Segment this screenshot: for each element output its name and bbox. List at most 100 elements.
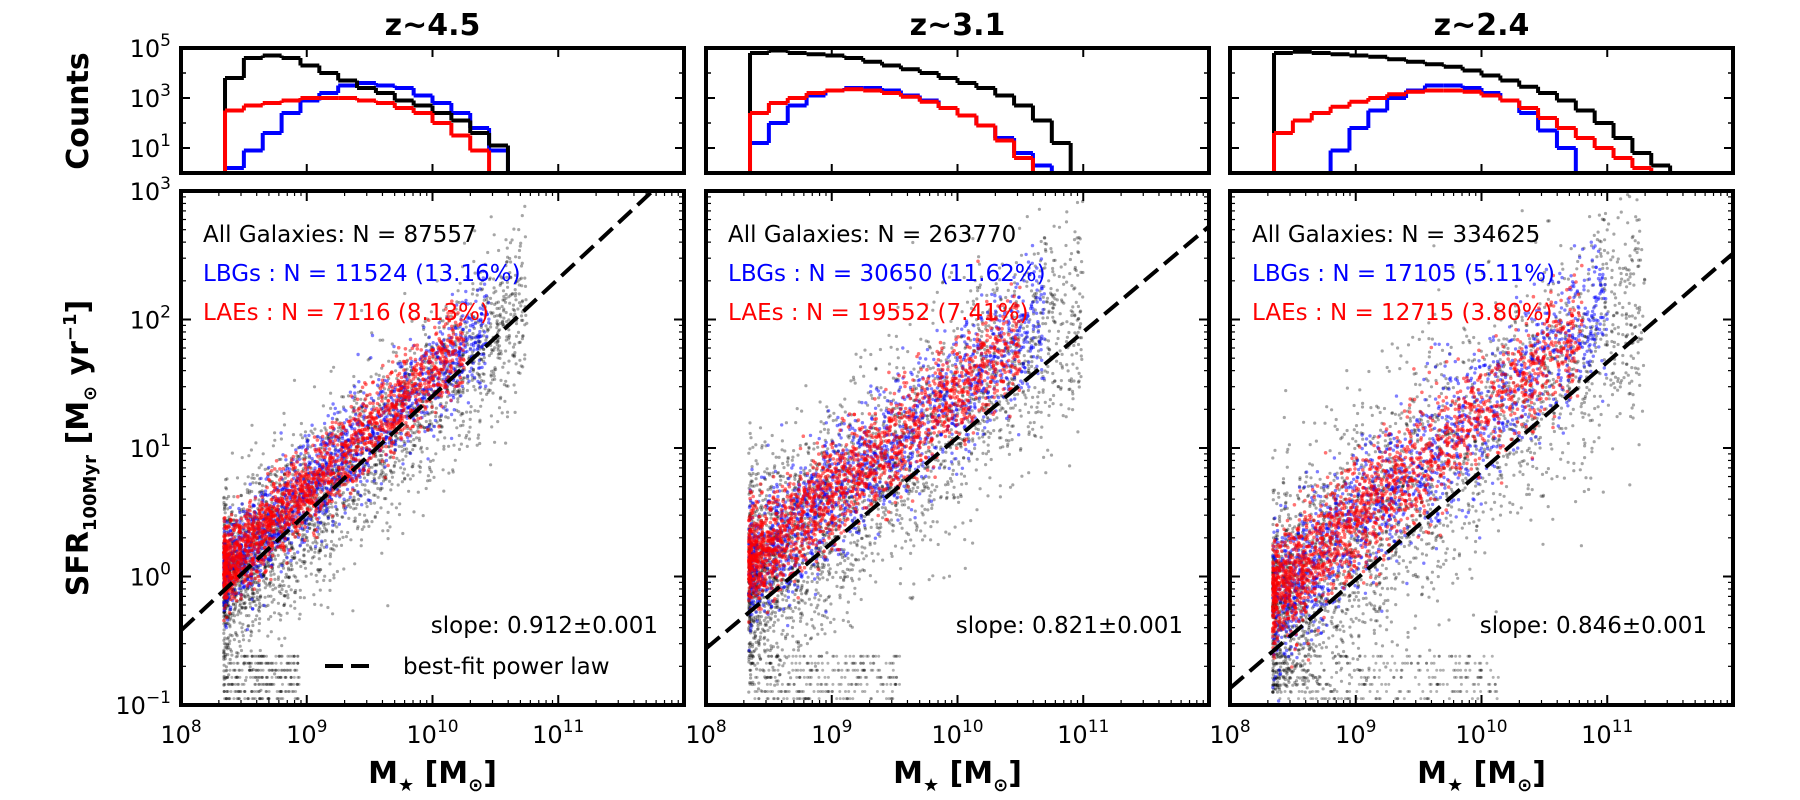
point-all <box>514 291 518 295</box>
point-all <box>280 644 284 648</box>
point-all <box>502 294 506 299</box>
point-all <box>360 308 364 313</box>
point-all <box>272 611 277 615</box>
point-all <box>268 581 272 585</box>
point-all <box>250 661 254 665</box>
point-all <box>223 511 227 515</box>
point-lbg <box>247 546 251 550</box>
point-all <box>258 654 261 658</box>
point-all <box>300 436 305 440</box>
point-all <box>504 310 508 315</box>
point-all <box>286 596 290 600</box>
point-all <box>222 613 226 618</box>
point-lbg <box>245 627 250 632</box>
point-all <box>273 668 277 672</box>
point-all <box>276 675 280 679</box>
point-all <box>292 654 296 658</box>
point-all <box>341 501 345 505</box>
point-lae <box>283 454 288 458</box>
point-all <box>513 342 517 346</box>
point-lbg <box>331 523 335 527</box>
point-all <box>355 527 360 531</box>
point-all <box>487 277 492 282</box>
point-all <box>523 357 527 361</box>
point-all <box>458 281 462 285</box>
point-all <box>238 584 242 588</box>
point-all <box>477 362 481 366</box>
point-all <box>295 579 299 583</box>
point-all <box>507 295 511 299</box>
point-all <box>279 675 283 679</box>
point-all <box>434 414 438 419</box>
point-all <box>483 262 487 266</box>
point-all <box>366 358 370 362</box>
point-all <box>270 682 274 686</box>
point-lae <box>451 332 456 336</box>
point-lae <box>269 469 274 473</box>
point-all <box>249 448 253 452</box>
point-all <box>318 548 322 552</box>
point-all <box>477 373 481 377</box>
point-all <box>524 313 528 317</box>
point-all <box>227 697 231 701</box>
point-all <box>411 443 415 447</box>
point-all <box>373 515 377 520</box>
point-lbg <box>372 479 376 483</box>
point-lbg <box>471 325 475 329</box>
point-lae <box>365 446 369 450</box>
point-all <box>279 654 283 658</box>
point-all <box>254 481 258 485</box>
point-all <box>282 603 286 607</box>
point-all <box>228 657 232 662</box>
point-all <box>514 255 518 259</box>
point-all <box>238 675 242 679</box>
point-lbg <box>307 454 312 458</box>
point-all <box>317 557 321 561</box>
point-all <box>385 521 389 525</box>
point-all <box>254 668 258 672</box>
point-all <box>346 394 351 398</box>
point-lbg <box>406 439 410 443</box>
point-all <box>383 396 388 401</box>
point-all <box>496 356 500 360</box>
point-all <box>390 482 394 486</box>
point-lae <box>304 450 308 455</box>
point-all <box>453 458 457 462</box>
point-all <box>231 682 235 686</box>
point-all <box>354 506 358 510</box>
point-all <box>329 547 333 551</box>
point-all <box>254 668 258 672</box>
point-all <box>250 476 254 480</box>
point-all <box>222 502 226 507</box>
point-all <box>256 661 260 665</box>
point-all <box>254 603 258 607</box>
point-all <box>355 401 359 405</box>
point-all <box>492 348 496 352</box>
point-all <box>509 275 513 279</box>
point-all <box>513 312 517 316</box>
point-all <box>400 444 404 449</box>
point-all <box>279 668 283 672</box>
point-all <box>302 547 307 551</box>
point-all <box>284 690 288 693</box>
point-all <box>439 430 443 434</box>
point-all <box>484 324 488 328</box>
point-all <box>498 312 502 316</box>
point-all <box>267 617 271 621</box>
point-all <box>280 584 284 588</box>
point-all <box>236 654 240 658</box>
point-all <box>235 675 239 679</box>
point-all <box>482 379 486 383</box>
point-all <box>302 561 306 566</box>
point-lbg <box>377 377 381 382</box>
point-all <box>348 415 352 419</box>
point-lbg <box>482 295 487 299</box>
point-all <box>502 361 506 365</box>
point-all <box>252 697 256 701</box>
point-all <box>263 565 268 570</box>
point-lae <box>324 431 329 436</box>
point-all <box>227 661 231 665</box>
point-lbg <box>330 416 335 421</box>
point-lae <box>413 394 418 399</box>
point-all <box>276 575 281 579</box>
